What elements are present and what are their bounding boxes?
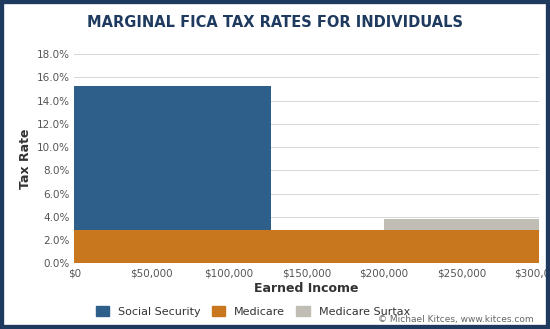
X-axis label: Earned Income: Earned Income xyxy=(254,282,359,295)
Y-axis label: Tax Rate: Tax Rate xyxy=(19,129,32,189)
Text: MARGINAL FICA TAX RATES FOR INDIVIDUALS: MARGINAL FICA TAX RATES FOR INDIVIDUALS xyxy=(87,15,463,30)
Text: © Michael Kitces, www.kitces.com: © Michael Kitces, www.kitces.com xyxy=(378,315,534,324)
Legend: Social Security, Medicare, Medicare Surtax: Social Security, Medicare, Medicare Surt… xyxy=(93,303,413,320)
